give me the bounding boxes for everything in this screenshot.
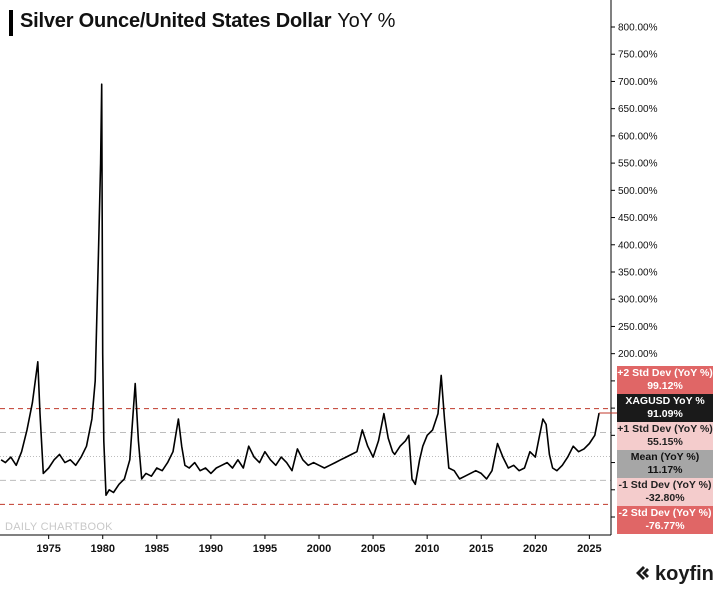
tag-minus-1-std-dev-value: -32.80% — [645, 492, 685, 504]
koyfin-logo-icon — [636, 566, 649, 580]
x-tick-label: 1990 — [199, 543, 223, 555]
tag-plus-1-std-dev-label: +1 Std Dev (YoY %) — [617, 423, 713, 435]
y-tick-label: 300.00% — [618, 295, 658, 306]
x-tick-label: 1980 — [90, 543, 114, 555]
tag-minus-1-std-dev: -1 Std Dev (YoY %) -32.80% — [617, 478, 713, 506]
y-tick-label: 750.00% — [618, 50, 658, 61]
x-axis: 1975 1980 1985 1990 1995 2000 2005 2010 2015 2020… — [36, 535, 602, 555]
tag-plus-1-std-dev: +1 Std Dev (YoY %) 55.15% — [617, 422, 713, 450]
series-line-xagusd-yoy — [0, 83, 600, 496]
tag-xagusd-yoy-value: 91.09% — [647, 408, 683, 420]
x-tick-label: 1975 — [36, 543, 60, 555]
chart-title-main: Silver Ounce/United States Dollar — [20, 10, 332, 32]
tag-mean-label: Mean (YoY %) — [630, 451, 700, 463]
tag-minus-1-std-dev-label: -1 Std Dev (YoY %) — [618, 479, 712, 491]
tag-plus-2-std-dev-label: +2 Std Dev (YoY %) — [617, 367, 713, 379]
x-tick-label: 1985 — [145, 543, 169, 555]
x-tick-label: 2010 — [415, 543, 439, 555]
y-tick-label: 600.00% — [618, 131, 658, 142]
y-tick-label: 450.00% — [618, 213, 658, 224]
chart-title-suffix: YoY % — [337, 10, 396, 32]
x-tick-label: 2015 — [469, 543, 493, 555]
title-accent-bar — [9, 10, 13, 36]
tag-xagusd-yoy-label: XAGUSD YoY % — [625, 395, 705, 407]
x-tick-label: 2025 — [577, 543, 601, 555]
y-tick-label: 250.00% — [618, 322, 658, 333]
x-tick-label: 1995 — [253, 543, 277, 555]
tag-plus-1-std-dev-value: 55.15% — [647, 436, 683, 448]
y-tick-label: 650.00% — [618, 104, 658, 115]
y-tick-label: 800.00% — [618, 23, 658, 34]
x-tick-label: 2020 — [523, 543, 547, 555]
chart-title: Silver Ounce/United States Dollar YoY % — [20, 10, 395, 33]
y-tick-label: 500.00% — [618, 186, 658, 197]
tag-mean-value: 11.17% — [647, 464, 683, 476]
tag-plus-2-std-dev-value: 99.12% — [647, 380, 683, 392]
tag-minus-2-std-dev-value: -76.77% — [645, 520, 685, 532]
tag-mean: Mean (YoY %) 11.17% — [617, 450, 713, 478]
tag-xagusd-yoy: XAGUSD YoY % 91.09% — [617, 394, 713, 422]
koyfin-logo-text: koyfin — [655, 563, 714, 585]
y-tick-label: 350.00% — [618, 268, 658, 279]
tag-minus-2-std-dev-label: -2 Std Dev (YoY %) — [618, 507, 712, 519]
y-tick-label: 400.00% — [618, 240, 658, 251]
reference-lines — [0, 408, 611, 505]
y-tick-label: 200.00% — [618, 349, 658, 360]
y-tick-label: 700.00% — [618, 77, 658, 88]
koyfin-logo: koyfin — [634, 563, 714, 586]
x-tick-label: 2000 — [307, 543, 331, 555]
y-tick-label: 550.00% — [618, 159, 658, 170]
x-tick-label: 2005 — [361, 543, 385, 555]
watermark: DAILY CHARTBOOK — [5, 521, 113, 533]
tag-plus-2-std-dev: +2 Std Dev (YoY %) 99.12% — [617, 366, 713, 394]
tag-minus-2-std-dev: -2 Std Dev (YoY %) -76.77% — [617, 506, 713, 534]
